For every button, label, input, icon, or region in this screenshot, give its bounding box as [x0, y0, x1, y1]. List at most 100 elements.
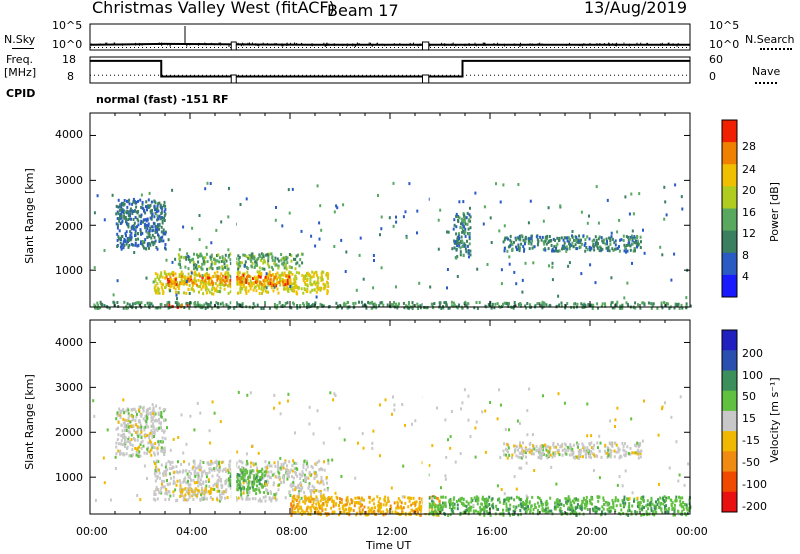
velocity-cell	[140, 441, 143, 444]
power-cell	[273, 302, 276, 306]
velocity-cell	[179, 495, 182, 498]
velocity-cell	[502, 513, 505, 517]
velocity-cell	[594, 510, 597, 514]
velocity-cell	[505, 453, 507, 457]
velocity-cell	[154, 465, 157, 469]
power-cell	[523, 249, 525, 253]
velocity-cell	[511, 456, 513, 460]
power-cell	[125, 220, 127, 224]
velocity-cell	[396, 500, 399, 504]
velocity-scatter-point	[504, 428, 507, 431]
power-cell	[116, 226, 119, 230]
velocity-cell	[572, 509, 575, 513]
power-cell	[145, 224, 148, 227]
power-cell	[133, 200, 136, 204]
power-cell	[145, 219, 148, 223]
velocity-cell	[349, 508, 352, 512]
power-scatter-point	[342, 203, 345, 207]
power-cell	[603, 238, 606, 242]
power-scatter-point	[500, 282, 503, 286]
velocity-cell	[122, 432, 125, 436]
power-cell	[540, 304, 543, 308]
velocity-cell	[313, 486, 316, 490]
nsky-sample-point	[282, 43, 284, 47]
power-cell	[216, 270, 219, 274]
velocity-cell	[152, 425, 155, 429]
power-cell	[335, 306, 338, 310]
power-cell	[135, 205, 138, 209]
velocity-cell	[611, 444, 614, 448]
power-cell	[457, 234, 460, 238]
velocity-cell	[432, 513, 435, 517]
velocity-cell	[131, 418, 134, 422]
velocity-cell	[622, 511, 625, 515]
power-scatter-point	[187, 255, 190, 258]
velocity-scatter-point	[533, 469, 536, 472]
velocity-cell	[248, 497, 251, 501]
velocity-cell	[120, 409, 123, 413]
power-cell	[218, 266, 221, 270]
power-cell	[280, 253, 283, 256]
power-cell	[160, 282, 163, 286]
velocity-cell	[546, 510, 549, 514]
velocity-cell	[220, 483, 223, 487]
power-cell	[176, 285, 179, 288]
velocity-cell	[650, 507, 653, 511]
nsky-sample-point	[228, 43, 230, 47]
power-cell	[156, 218, 159, 222]
velocity-cell	[306, 476, 309, 480]
velocity-cell	[597, 446, 599, 450]
nsky-sample-point	[608, 43, 610, 47]
velocity-cell	[135, 415, 138, 419]
velocity-cell	[315, 495, 318, 499]
power-cell	[582, 234, 585, 238]
power-cell	[129, 230, 132, 234]
velocity-cell	[326, 488, 329, 492]
power-cell	[278, 280, 281, 284]
velocity-cell	[172, 494, 175, 497]
velocity-cell	[126, 439, 129, 443]
velocity-cell	[134, 419, 137, 422]
power-cell	[554, 238, 556, 242]
power-cell	[378, 304, 381, 308]
power-cell	[509, 234, 512, 238]
power-cell	[119, 241, 122, 245]
power-scatter-point	[670, 278, 673, 282]
velocity-cell	[316, 507, 319, 511]
power-cell	[198, 290, 200, 294]
velocity-cell	[536, 448, 539, 452]
velocity-cell	[153, 429, 156, 433]
power-cell	[190, 301, 192, 305]
velocity-cell	[469, 505, 472, 509]
power-cell	[574, 243, 577, 247]
velocity-cell	[319, 504, 322, 508]
power-cell	[293, 289, 296, 293]
power-cell	[208, 266, 211, 270]
velocity-cell	[292, 459, 295, 463]
velocity-cell	[238, 459, 241, 463]
velocity-cell	[318, 502, 320, 506]
power-cell	[254, 285, 257, 289]
velocity-cell	[671, 508, 674, 511]
velocity-cell	[338, 504, 340, 507]
power-cell	[244, 288, 247, 292]
power-cell	[597, 242, 599, 245]
velocity-cell	[431, 505, 434, 508]
nsky-sample-point	[497, 42, 499, 46]
power-cell	[537, 239, 540, 243]
power-cell	[158, 201, 161, 205]
power-cell	[468, 237, 471, 241]
power-cell	[216, 278, 219, 282]
power-cell	[458, 237, 461, 240]
velocity-cell	[237, 465, 240, 469]
power-cell	[250, 284, 253, 288]
velocity-cell	[447, 513, 450, 517]
power-scatter-point	[123, 214, 126, 218]
velocity-cell	[468, 507, 470, 510]
power-scatter-point	[680, 195, 683, 199]
velocity-cell	[665, 496, 668, 500]
power-cell	[289, 265, 291, 269]
velocity-cell	[164, 408, 167, 412]
power-cell	[108, 306, 111, 310]
velocity-cell	[241, 471, 244, 475]
